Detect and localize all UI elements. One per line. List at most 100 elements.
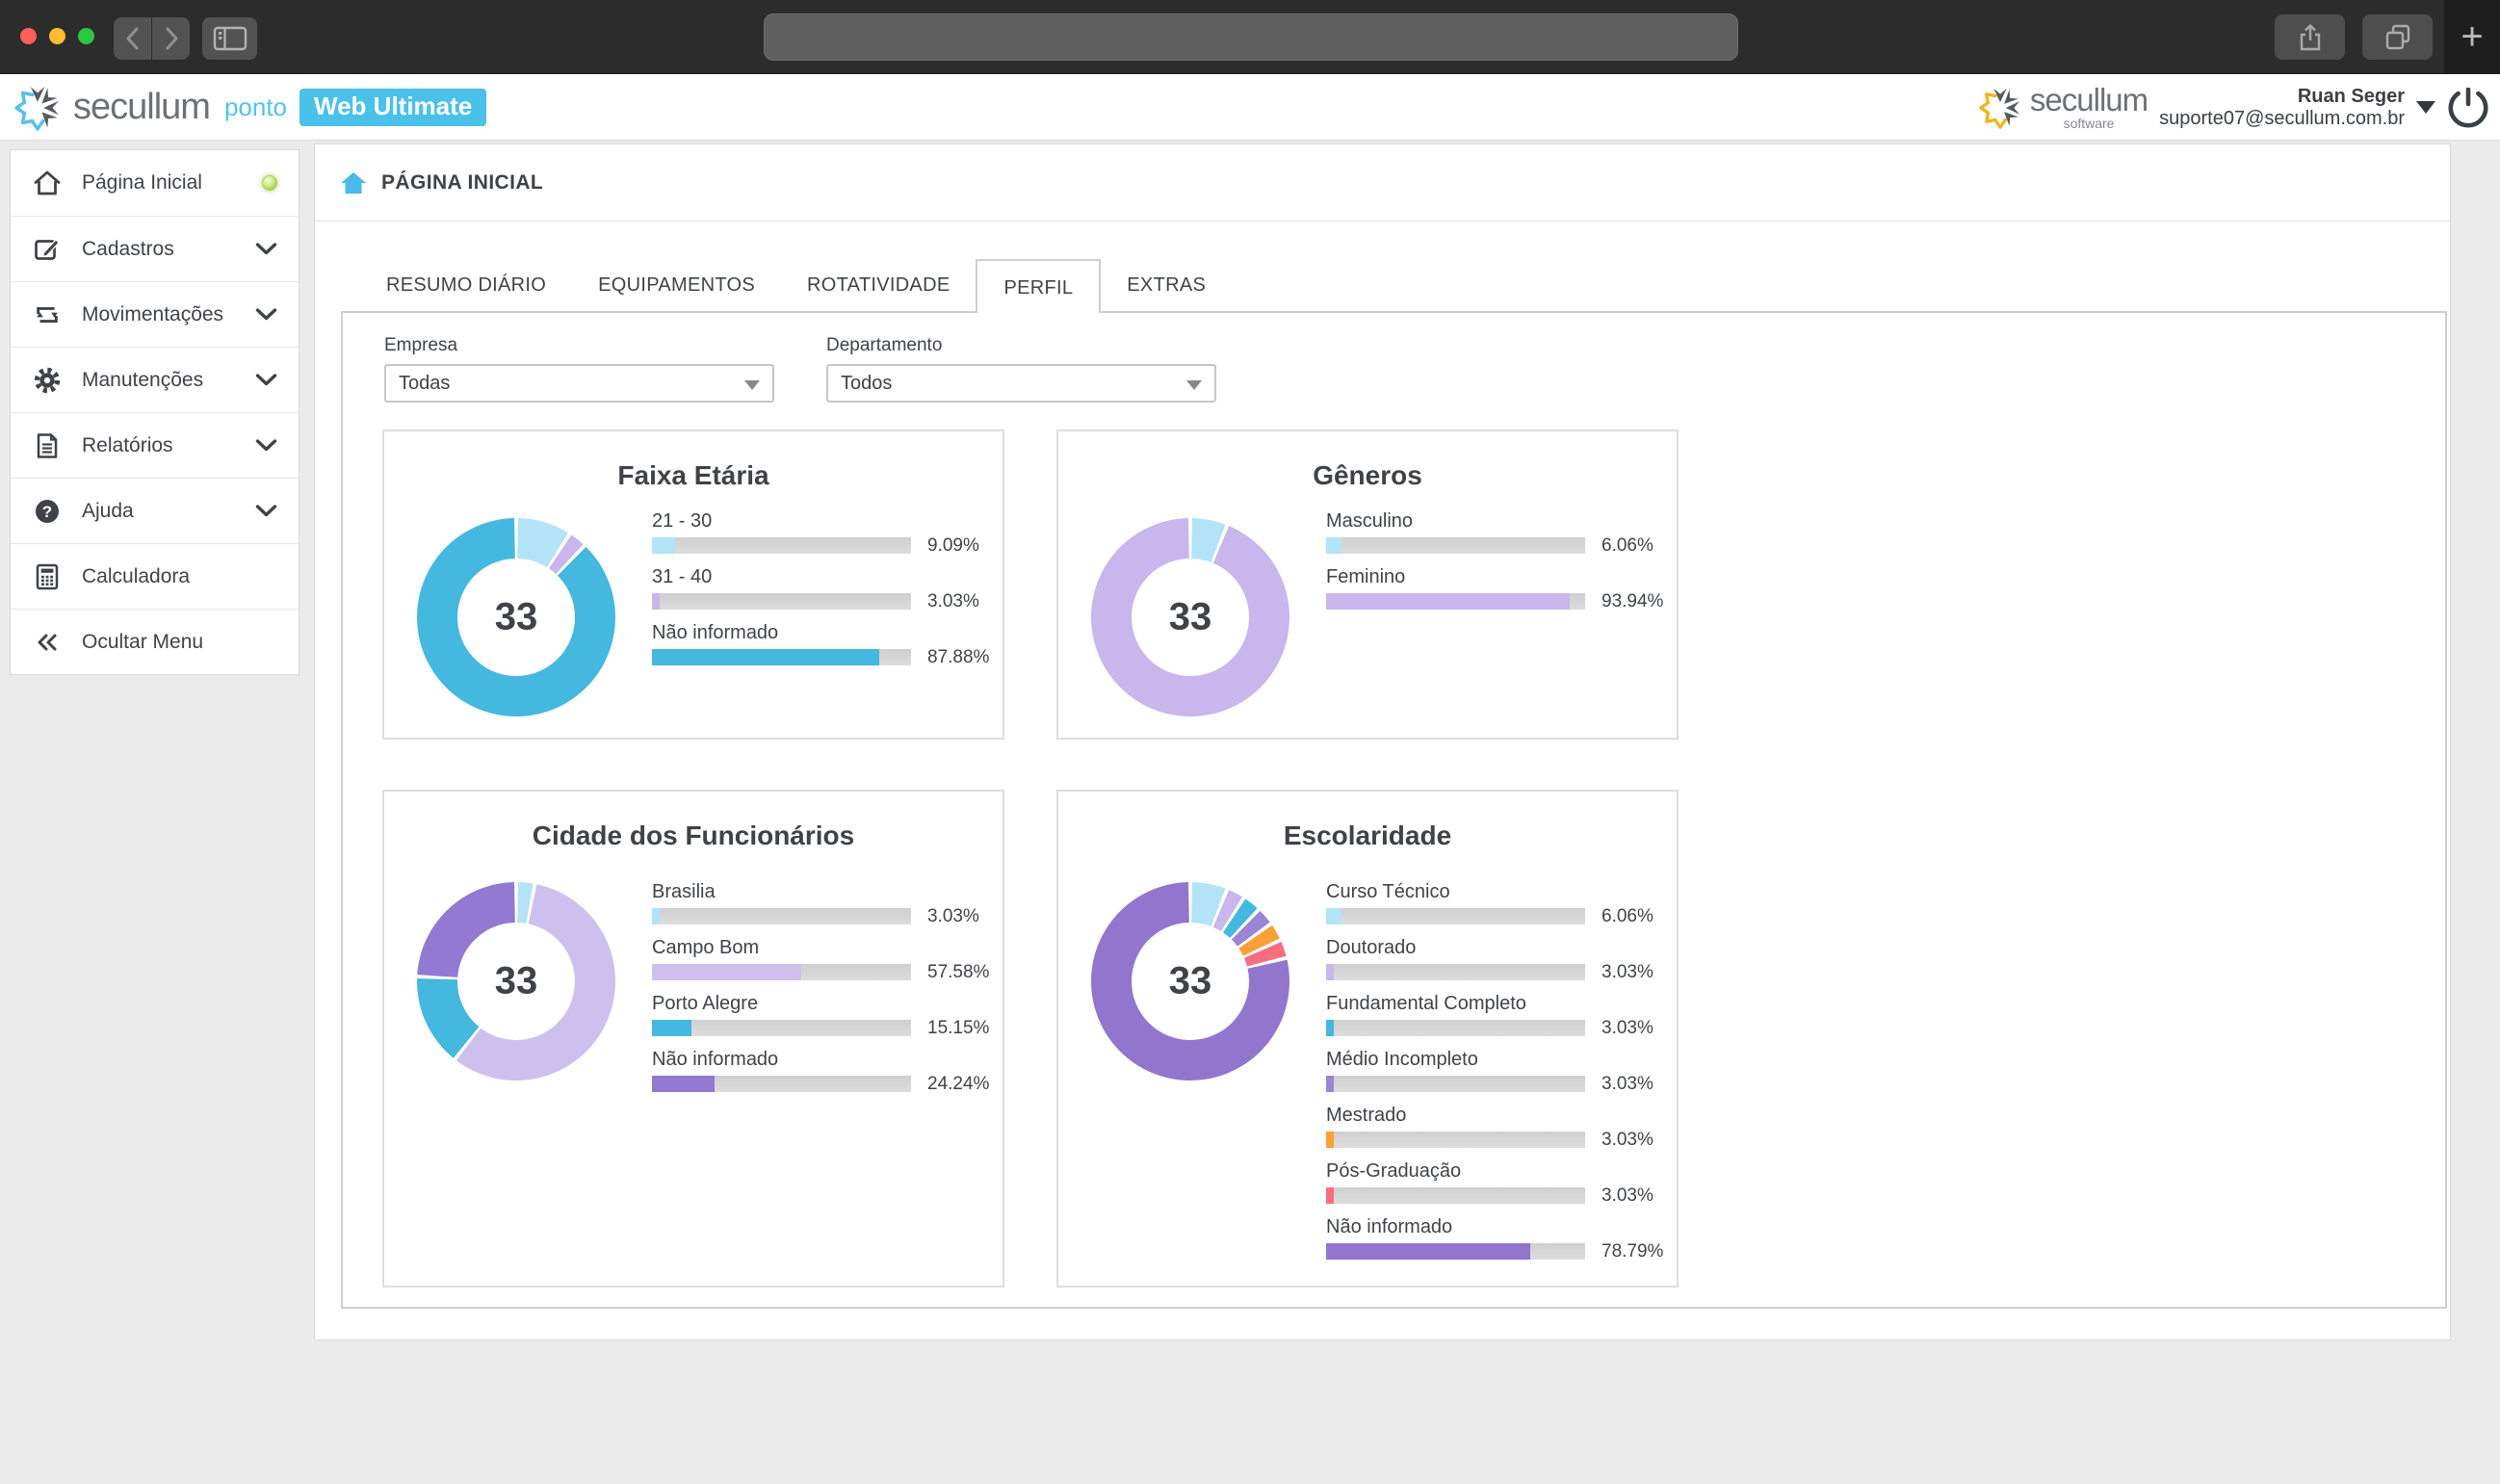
legend-bar-fill	[652, 537, 676, 554]
empresa-select-value: Todas	[399, 372, 451, 394]
legend-percent: 3.03%	[927, 591, 979, 612]
legend-label: Médio Incompleto	[1326, 1049, 1478, 1070]
user-menu[interactable]: Ruan Seger suporte07@secullum.com.br	[2159, 86, 2405, 130]
help-icon: ?	[33, 497, 62, 526]
close-button[interactable]	[20, 28, 37, 44]
breadcrumb: PÁGINA INICIAL	[315, 144, 2450, 221]
empresa-label: Empresa	[384, 335, 458, 355]
legend-percent: 6.06%	[1602, 906, 1654, 926]
legend-bar-fill	[1326, 1076, 1335, 1092]
legend-label: Masculino	[1326, 510, 1414, 532]
sidebar-item-pagina-inicial[interactable]: Página Inicial	[11, 150, 299, 216]
legend-label: Brasilia	[652, 881, 716, 902]
sidebar-item-relatorios[interactable]: Relatórios	[11, 412, 299, 478]
sidebar-item-ajuda[interactable]: ? Ajuda	[11, 478, 299, 543]
user-menu-caret-icon[interactable]	[2416, 101, 2435, 114]
departamento-select-value: Todos	[841, 372, 893, 394]
legend-label: 21 - 30	[652, 510, 713, 532]
sidebar-item-calculadora[interactable]: Calculadora	[11, 543, 299, 609]
logout-button[interactable]	[2448, 87, 2488, 128]
legend-label: Doutorado	[1326, 937, 1417, 958]
tab-perfil[interactable]: PERFIL	[976, 259, 1102, 313]
donut-slice	[517, 518, 569, 568]
brand-product: ponto	[223, 92, 288, 121]
legend-item: Curso Técnico 6.06%	[1326, 881, 1669, 937]
report-icon	[33, 431, 62, 460]
empresa-select[interactable]: Todas	[384, 364, 774, 403]
minimize-button[interactable]	[49, 28, 65, 44]
legend-bar-fill	[1326, 964, 1335, 980]
legend-bar-fill	[1326, 1132, 1335, 1148]
main-content: PÁGINA INICIAL RESUMO DIÁRIO EQUIPAMENTOS…	[314, 143, 2451, 1341]
sidebar-item-ocultar-menu[interactable]: Ocultar Menu	[11, 609, 299, 674]
donut-chart-cidade-dos-funcionarios	[416, 882, 615, 1080]
donut-total: 33	[494, 595, 538, 638]
legend-bar-fill	[652, 1076, 716, 1092]
donut-slice	[1231, 910, 1270, 947]
departamento-select[interactable]: Todos	[826, 364, 1216, 403]
legend-item: Não informado 24.24%	[652, 1049, 995, 1105]
legend-label: Mestrado	[1326, 1105, 1407, 1126]
tab-extras[interactable]: EXTRAS	[1127, 274, 1207, 296]
home-icon	[341, 171, 366, 194]
legend-item: Não informado 87.88%	[652, 622, 995, 678]
legend: 21 - 30 9.09% 31 - 40 3.03% Não informado 87.…	[652, 510, 995, 678]
svg-text:?: ?	[42, 503, 52, 521]
back-button[interactable]	[114, 17, 151, 60]
user-name: Ruan Seger	[2297, 85, 2405, 107]
tab-overview-button[interactable]	[2362, 14, 2433, 60]
legend-label: Porto Alegre	[652, 993, 759, 1014]
zoom-button[interactable]	[78, 28, 94, 44]
share-button[interactable]	[2275, 14, 2345, 60]
legend-bar-track	[1326, 964, 1585, 980]
charts-grid: Faixa Etária 33 21 - 30 9.09% 31 - 40 3.03% Nã…	[382, 430, 2445, 1288]
legend-bar-fill	[652, 908, 661, 924]
company-logo-name: secullum	[2029, 82, 2148, 117]
legend-bar-track	[1326, 1020, 1585, 1036]
select-caret-icon	[1186, 380, 1202, 390]
forward-button[interactable]	[152, 17, 190, 60]
chevron-down-icon	[255, 438, 277, 453]
sidebar-toggle-button[interactable]	[202, 17, 257, 60]
sidebar-item-movimentacoes[interactable]: Movimentações	[11, 281, 299, 347]
donut-slice	[1222, 898, 1258, 939]
gear-icon	[33, 366, 62, 395]
legend-label: Não informado	[652, 622, 779, 643]
sidebar: Página Inicial Cadastros Movimentações Manu…	[10, 149, 299, 675]
legend-label: Não informado	[1326, 1216, 1453, 1237]
app-header: secullum ponto Web Ultimate secullum sof…	[0, 74, 2500, 141]
window-controls	[20, 28, 94, 44]
sidebar-item-label: Calculadora	[82, 564, 191, 587]
sidebar-item-cadastros[interactable]: Cadastros	[11, 216, 299, 281]
donut-slice	[517, 882, 534, 924]
legend-bar-fill	[652, 1020, 691, 1036]
sidebar-item-manutencoes[interactable]: Manutenções	[11, 347, 299, 412]
new-tab-button[interactable]: +	[2444, 0, 2500, 74]
power-icon	[2448, 87, 2488, 128]
legend-item: Feminino 93.94%	[1326, 566, 1669, 622]
legend-bar-fill	[1326, 1020, 1335, 1036]
legend-percent: 9.09%	[927, 535, 979, 556]
legend-bar-fill	[1326, 908, 1342, 924]
url-bar[interactable]	[764, 13, 1738, 61]
chevron-down-icon	[255, 373, 277, 387]
sidebar-item-label: Relatórios	[82, 433, 173, 456]
donut-slice	[1191, 882, 1226, 926]
legend-bar-track	[1326, 908, 1585, 924]
legend-bar-track	[652, 649, 911, 665]
legend-percent: 3.03%	[1602, 1018, 1654, 1038]
active-indicator	[262, 175, 277, 191]
legend-item: Doutorado 3.03%	[1326, 937, 1669, 993]
company-logo: secullum software	[1978, 84, 2148, 131]
legend-percent: 93.94%	[1602, 591, 1664, 612]
tab-equipamentos[interactable]: EQUIPAMENTOS	[598, 274, 756, 296]
sidebar-item-label: Manutenções	[82, 368, 204, 391]
secullum-logo-icon	[13, 84, 62, 132]
tab-resumo-diario[interactable]: RESUMO DIÁRIO	[386, 274, 547, 296]
legend-bar-track	[1326, 1076, 1585, 1092]
donut-slice	[1090, 882, 1289, 1081]
legend-percent: 87.88%	[927, 647, 990, 667]
card-generos: Gêneros 33 Masculino 6.06% Feminino 93.94%	[1056, 430, 1679, 740]
legend-percent: 15.15%	[927, 1018, 990, 1038]
tab-rotatividade[interactable]: ROTATIVIDADE	[807, 274, 951, 296]
